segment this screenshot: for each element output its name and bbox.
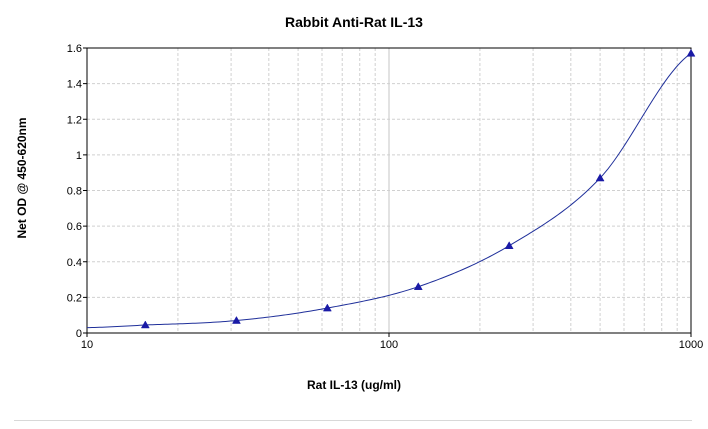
data-point-marker <box>322 303 332 312</box>
y-tick-label: 0 <box>76 328 82 340</box>
data-point-marker <box>595 173 605 182</box>
y-tick-label: 0.2 <box>67 292 82 304</box>
data-points <box>140 48 696 329</box>
y-tick-label: 0.4 <box>67 257 82 269</box>
y-tick-label: 0.6 <box>67 221 82 233</box>
fit-curve-layer <box>86 52 692 329</box>
y-tick-label: 1.6 <box>67 43 82 55</box>
chart-title: Rabbit Anti-Rat IL-13 <box>285 14 423 30</box>
x-tick-label: 10 <box>81 339 93 351</box>
tick-labels: 0 0.2 0.4 0.6 0.8 1 1.2 1.4 1.6 10 100 1000 <box>67 43 704 351</box>
fit-curve <box>86 52 692 329</box>
data-point-marker <box>504 241 514 249</box>
x-tick-label: 1000 <box>679 339 703 351</box>
y-tick-label: 0.8 <box>67 186 82 198</box>
y-tick-label: 1.2 <box>67 114 82 126</box>
x-tick-label: 100 <box>380 339 398 351</box>
grid <box>87 48 691 333</box>
data-point-marker <box>140 320 150 329</box>
data-point-marker <box>232 316 241 324</box>
data-point-marker <box>686 48 696 57</box>
y-axis-label: Net OD @ 450-620nm <box>15 117 29 238</box>
y-tick-label: 1.4 <box>67 79 82 91</box>
bottom-divider <box>14 420 692 421</box>
x-axis-label: Rat IL-13 (ug/ml) <box>307 378 401 392</box>
y-tick-label: 1 <box>76 150 82 162</box>
data-point-marker <box>413 282 423 290</box>
